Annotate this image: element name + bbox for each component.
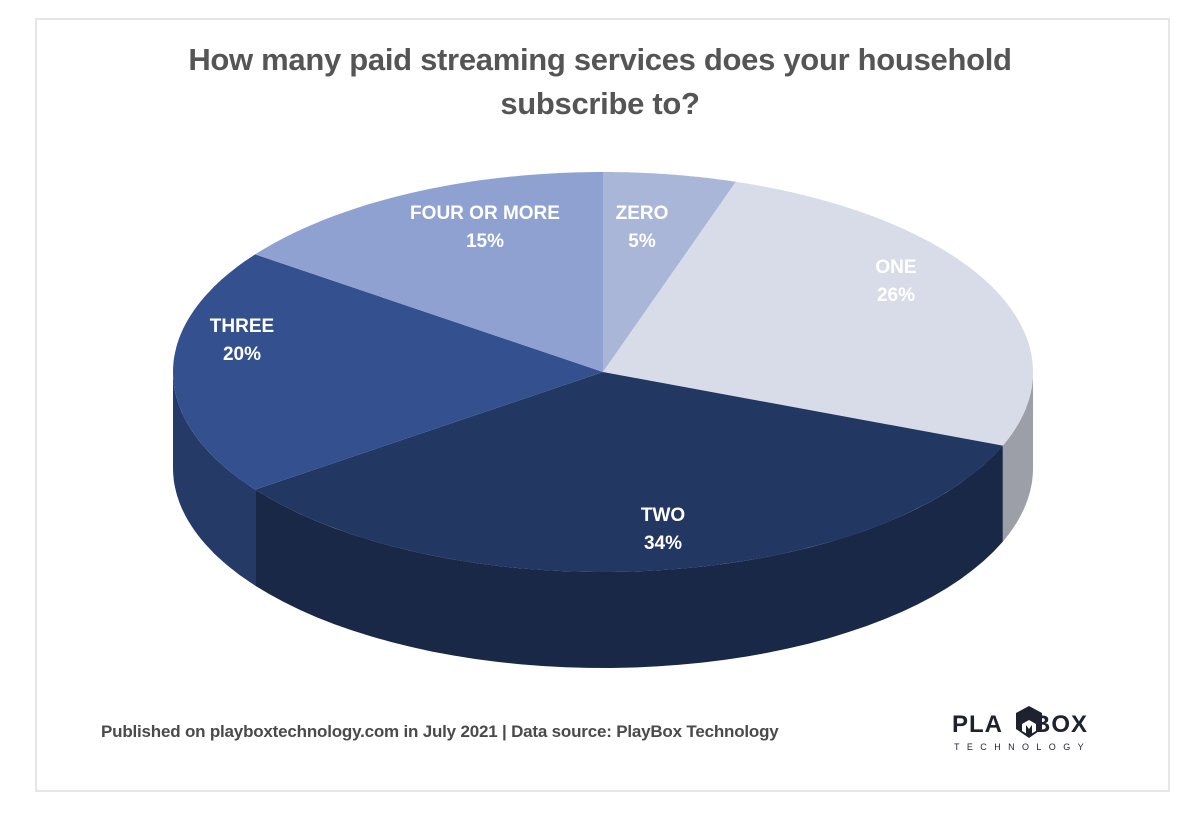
- pie-side-two: [255, 445, 1003, 668]
- slice-label-three: THREE 20%: [210, 313, 274, 369]
- pie-slice-two: [255, 372, 1003, 572]
- slice-label-one: ONE 26%: [875, 254, 916, 310]
- chart-title: How many paid streaming services does yo…: [0, 38, 1200, 126]
- cube-logo-icon: [1016, 706, 1042, 738]
- playbox-logo: PLA BOX TECHNOLOGY: [952, 705, 1112, 755]
- slice-label-two: TWO 34%: [641, 502, 685, 558]
- slice-percent: 20%: [222, 344, 262, 365]
- slice-name: TWO: [640, 505, 686, 526]
- slice-name: FOUR OR MORE: [410, 203, 560, 224]
- slice-percent: 34%: [643, 533, 683, 554]
- pie-slice-one: [603, 181, 1033, 446]
- logo-word-left: PLA: [952, 711, 1003, 738]
- slice-percent: 26%: [876, 285, 916, 306]
- logo-subtitle: TECHNOLOGY: [954, 742, 1092, 752]
- slice-label-zero: ZERO 5%: [616, 200, 669, 256]
- slice-name: ZERO: [615, 203, 669, 224]
- slice-percent: 15%: [465, 231, 505, 252]
- slice-percent: 5%: [628, 231, 656, 252]
- logo-wordmark: PLA BOX: [952, 711, 1088, 739]
- pie-slice-three: [173, 254, 603, 490]
- pie-side-three: [173, 372, 256, 586]
- pie-slice-four-or-more: [255, 172, 603, 372]
- chart-title-line-2: subscribe to?: [500, 86, 700, 121]
- slice-name: ONE: [875, 257, 917, 278]
- slice-label-four-or-more: FOUR OR MORE 15%: [410, 200, 560, 256]
- source-footer: Published on playboxtechnology.com in Ju…: [101, 722, 779, 741]
- chart-title-line-1: How many paid streaming services does yo…: [188, 42, 1012, 77]
- pie-side-one: [1002, 372, 1033, 542]
- pie-slice-zero: [603, 172, 736, 372]
- slice-name: THREE: [209, 316, 275, 337]
- logo-word-right: BOX: [1033, 711, 1089, 738]
